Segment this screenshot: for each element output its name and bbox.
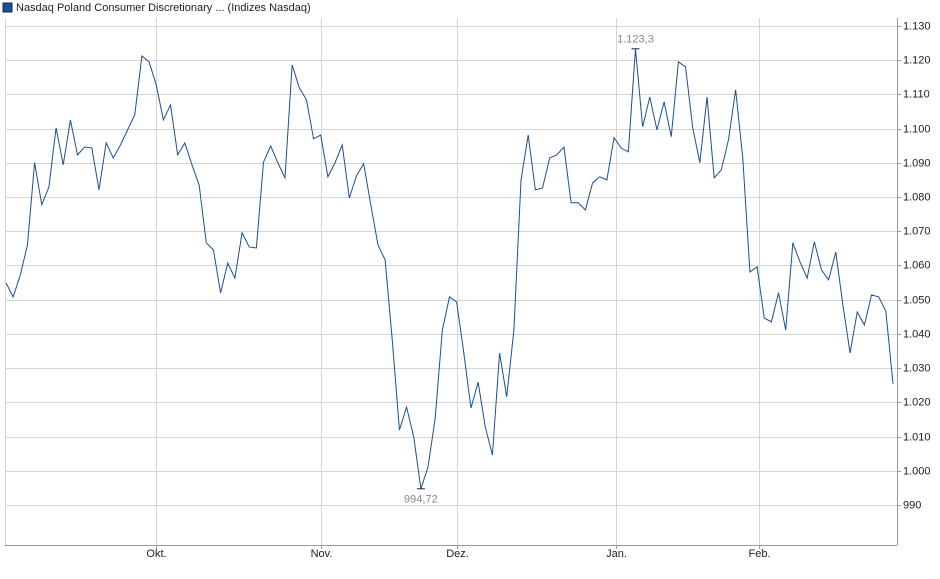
y-tick-label: 1.020 [903,396,931,408]
y-tick-label: 1.100 [903,123,931,135]
legend-swatch [2,2,13,13]
x-tick-label: Nov. [311,548,333,560]
y-tick-label: 1.110 [903,88,930,100]
y-tick-label: 1.120 [903,54,931,66]
legend-label: Nasdaq Poland Consumer Discretionary ...… [16,2,311,14]
y-tick-label: 1.030 [903,362,931,374]
y-tick-label: 1.040 [903,328,931,340]
value-label: 994,72 [404,494,438,506]
x-tick-label: Feb. [748,548,770,560]
y-tick-label: 990 [903,499,921,511]
value-label: 1.123,3 [617,34,654,46]
y-tick-label: 1.010 [903,431,931,443]
y-tick-label: 1.060 [903,259,931,271]
y-tick-label: 1.000 [903,465,931,477]
y-tick-label: 1.090 [903,157,931,169]
line-series [5,48,894,489]
x-tick-label: Okt. [146,548,166,560]
y-tick-label: 1.130 [903,20,931,32]
x-tick-label: Jan. [606,548,627,560]
y-tick-label: 1.050 [903,294,931,306]
y-tick-label: 1.070 [903,225,931,237]
y-tick-label: 1.080 [903,191,931,203]
x-tick-label: Dez. [446,548,469,560]
